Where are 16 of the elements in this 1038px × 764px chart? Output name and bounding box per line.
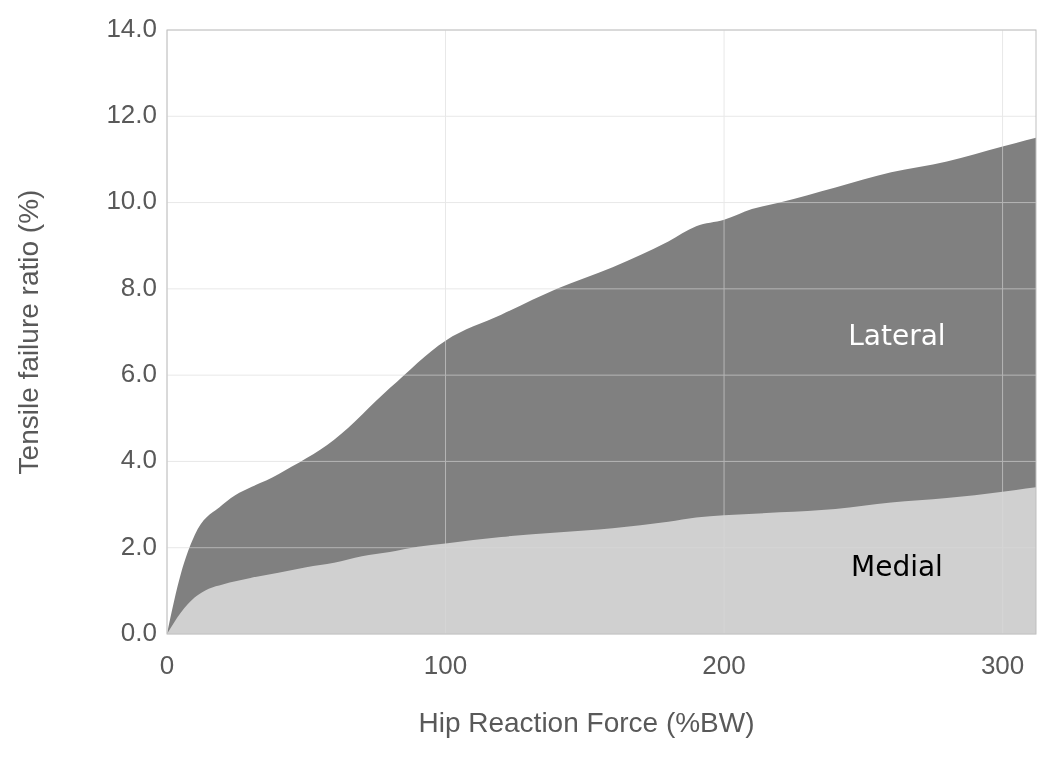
y-tick-label: 6.0 <box>120 358 157 389</box>
y-axis-title: Tensile failure ratio (%) <box>13 189 44 475</box>
x-tick-label: 0 <box>159 650 175 680</box>
y-tick-label: 4.0 <box>120 444 157 475</box>
x-tick-label: 300 <box>980 650 1025 680</box>
x-tick-label: 100 <box>423 650 468 680</box>
y-tick-label: 2.0 <box>120 530 157 561</box>
y-tick-label: 8.0 <box>120 271 157 302</box>
series-label: Lateral <box>848 318 946 352</box>
x-tick-label: 200 <box>702 650 746 680</box>
x-axis-title: Hip Reaction Force (%BW) <box>418 707 755 738</box>
y-tick-label: 0.0 <box>120 616 157 647</box>
y-tick-label: 14.0 <box>106 12 157 43</box>
y-tick-label: 10.0 <box>106 185 157 216</box>
y-tick-label: 12.0 <box>106 99 157 130</box>
series-label: Medial <box>851 549 943 583</box>
